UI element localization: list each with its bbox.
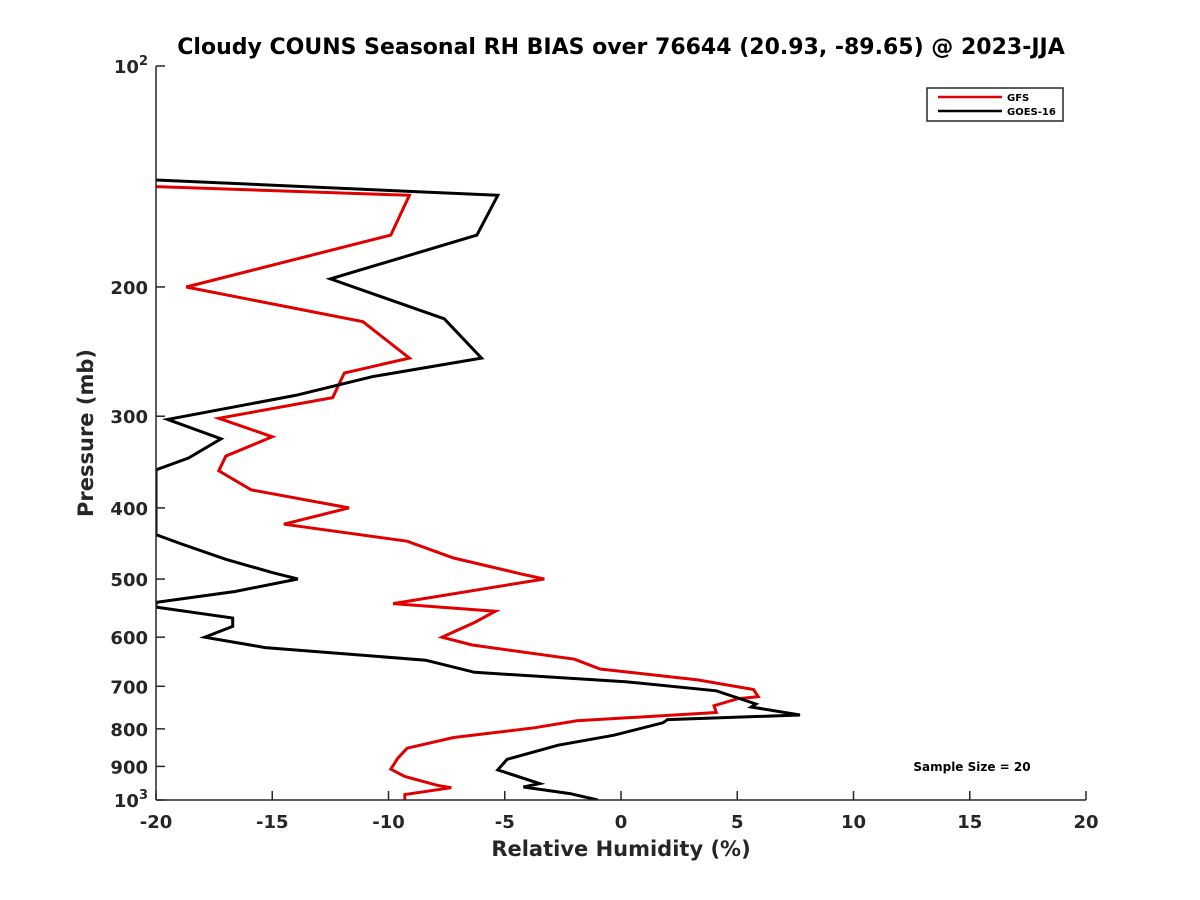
series-layer xyxy=(156,178,801,800)
legend-box xyxy=(926,87,1064,122)
series-line-goes16 xyxy=(156,178,801,800)
x-tick-label: 20 xyxy=(1073,812,1098,833)
x-tick-label: -20 xyxy=(140,812,173,833)
y-tick-label: 900 xyxy=(110,757,148,778)
series-line-gfs xyxy=(156,185,761,800)
x-axis-label: Relative Humidity (%) xyxy=(491,837,750,861)
legend: GFS GOES-16 xyxy=(926,87,1064,122)
legend-label-gfs: GFS xyxy=(1007,93,1029,104)
y-tick-label: 500 xyxy=(110,570,148,591)
y-tick-label: 400 xyxy=(110,499,148,520)
x-tick-label: 0 xyxy=(615,812,628,833)
y-tick-label: 103 xyxy=(114,788,148,812)
y-tick-label: 700 xyxy=(110,677,148,698)
legend-label-goes16: GOES-16 xyxy=(1007,107,1056,118)
axes-layer: -20 -15 -10 -5 0 5 10 15 20 102 200 300 400 500 600 700… xyxy=(110,54,1098,833)
x-tick-label: -10 xyxy=(372,812,405,833)
sample-size-annotation: Sample Size = 20 xyxy=(913,760,1030,774)
x-tick-label: -15 xyxy=(256,812,289,833)
y-tick-label: 102 xyxy=(114,54,148,78)
y-tick-label: 600 xyxy=(110,628,148,649)
y-tick-label: 800 xyxy=(110,720,148,741)
chart-title: Cloudy COUNS Seasonal RH BIAS over 76644… xyxy=(177,35,1064,60)
x-tick-label: -5 xyxy=(495,812,515,833)
x-tick-label: 15 xyxy=(957,812,982,833)
y-axis-label: Pressure (mb) xyxy=(74,349,98,517)
x-tick-label: 10 xyxy=(841,812,866,833)
x-tick-label: 5 xyxy=(731,812,744,833)
y-tick-label: 300 xyxy=(110,407,148,428)
y-tick-label: 200 xyxy=(110,278,148,299)
